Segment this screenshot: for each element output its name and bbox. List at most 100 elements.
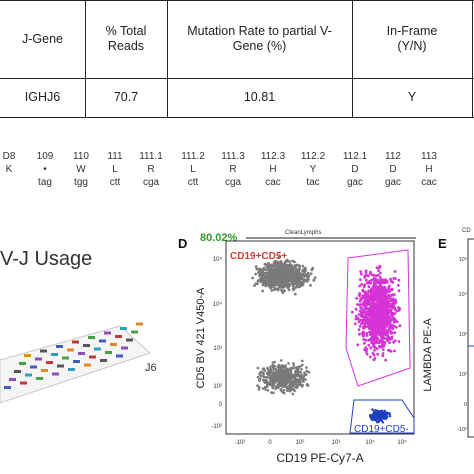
flow-event-dot — [372, 314, 376, 317]
vj-bar — [110, 343, 117, 346]
flow-event-dot — [367, 274, 370, 278]
flow-event-dot — [267, 262, 270, 265]
flow-event-dot — [363, 274, 367, 278]
flow-event-dot — [294, 366, 298, 369]
flow-event-dot — [306, 271, 310, 275]
flow-event-dot — [378, 415, 381, 418]
flow-event-dot — [372, 286, 376, 289]
flow-event-dot — [365, 334, 369, 337]
flow-event-dot — [375, 416, 379, 419]
flow-plot-d: 80.02% CleanLymphs CD19+CD5+ CD19+CD5- 1… — [195, 230, 416, 465]
flow-event-dot — [392, 304, 395, 308]
vj-bar — [83, 344, 90, 347]
y-axis-label-d: CD5 BV 421 V450-A — [195, 287, 207, 389]
vj-bar — [115, 335, 122, 338]
flow-event-dot — [392, 277, 396, 280]
flow-event-dot — [312, 278, 316, 282]
flow-event-dot — [380, 278, 384, 282]
flow-event-dot — [368, 294, 371, 298]
flow-event-dot — [277, 284, 281, 287]
flow-event-dot — [382, 286, 385, 289]
flow-event-dot — [301, 363, 304, 367]
flow-event-dot — [367, 343, 371, 347]
vj-bar — [105, 351, 112, 354]
flow-event-dot — [393, 331, 397, 334]
flow-event-dot — [298, 282, 302, 286]
flow-event-dot — [267, 280, 270, 284]
flow-event-dot — [377, 273, 380, 277]
vj-bar — [30, 365, 37, 369]
flow-event-dot — [288, 270, 291, 274]
flow-event-dot — [288, 372, 291, 376]
vj-bar — [25, 373, 32, 377]
flow-event-dot — [272, 384, 276, 387]
flow-event-dot — [380, 321, 383, 324]
flow-event-dot — [375, 266, 379, 270]
flow-event-dot — [309, 272, 313, 276]
flow-event-dot — [377, 279, 381, 282]
y-tick: 10⁴ — [459, 291, 468, 298]
flow-event-dot — [388, 341, 391, 345]
flow-event-dot — [258, 377, 262, 380]
flow-event-dot — [364, 311, 368, 314]
flow-event-dot — [357, 328, 361, 331]
flow-event-dot — [372, 311, 376, 315]
flow-event-dot — [300, 276, 304, 280]
gate-neg-label: CD19+CD5- — [354, 424, 409, 435]
flow-event-dot — [279, 282, 283, 286]
flow-event-dot — [358, 294, 362, 297]
flow-event-dot — [303, 371, 306, 375]
codon-aa: D — [351, 164, 359, 175]
flow-event-dot — [395, 309, 399, 313]
flow-event-dot — [287, 288, 291, 292]
vj-bar — [99, 339, 106, 343]
flow-event-dot — [305, 369, 309, 373]
y-ticks-d: 10⁵ 10⁴ 10³ 10² 0 -10² — [211, 256, 222, 430]
flow-event-dot — [289, 265, 293, 268]
flow-event-dot — [287, 380, 290, 383]
flow-event-dot — [371, 408, 374, 411]
flow-event-dot — [273, 287, 277, 290]
flow-event-dot — [273, 260, 277, 263]
flow-event-dot — [365, 348, 369, 351]
flow-event-dot — [304, 273, 307, 277]
x-ticks-d: -10² 0 10² 10³ 10⁴ 10⁵ — [235, 439, 407, 446]
flow-event-dot — [363, 319, 366, 323]
flow-event-dot — [379, 413, 382, 416]
flow-event-dot — [369, 346, 373, 350]
flow-event-dot — [390, 314, 393, 318]
flow-event-dot — [281, 279, 285, 283]
x-tick: 10² — [296, 440, 305, 446]
flow-event-dot — [301, 383, 304, 387]
codon-2: 110 W tgg — [66, 150, 96, 189]
plot-e-top-label: CD — [462, 228, 471, 234]
vj-bar — [62, 356, 69, 360]
flow-event-dot — [299, 370, 302, 374]
codon-triplet: tgg — [74, 177, 88, 188]
flow-event-dot — [300, 367, 303, 371]
flow-event-dot — [284, 382, 288, 385]
plot-e-ylabel-wrap: LAMBDA PE-A — [416, 300, 442, 410]
vj-bar — [24, 354, 31, 357]
flow-event-dot — [272, 391, 275, 395]
flow-event-dot — [290, 388, 293, 392]
codon-number: D8 — [2, 151, 16, 162]
flow-event-dot — [256, 375, 260, 379]
flow-event-dot — [305, 366, 308, 369]
flow-event-dot — [276, 288, 280, 292]
flow-event-dot — [270, 278, 274, 282]
y-tick: 10³ — [459, 332, 467, 338]
vj-bar — [88, 336, 95, 339]
flow-event-dot — [268, 381, 272, 384]
flow-event-dot — [391, 327, 395, 331]
vj-bar — [121, 346, 128, 350]
codon-8: 112.2 Y tac — [296, 150, 330, 189]
flow-event-dot — [384, 358, 388, 362]
flow-event-dot — [299, 383, 302, 386]
flow-event-dot — [393, 307, 397, 311]
flow-event-dot — [374, 328, 377, 331]
flow-event-dot — [388, 336, 391, 340]
flow-event-dot — [397, 289, 401, 293]
vj-bar — [89, 355, 96, 359]
flow-event-dot — [274, 279, 278, 283]
